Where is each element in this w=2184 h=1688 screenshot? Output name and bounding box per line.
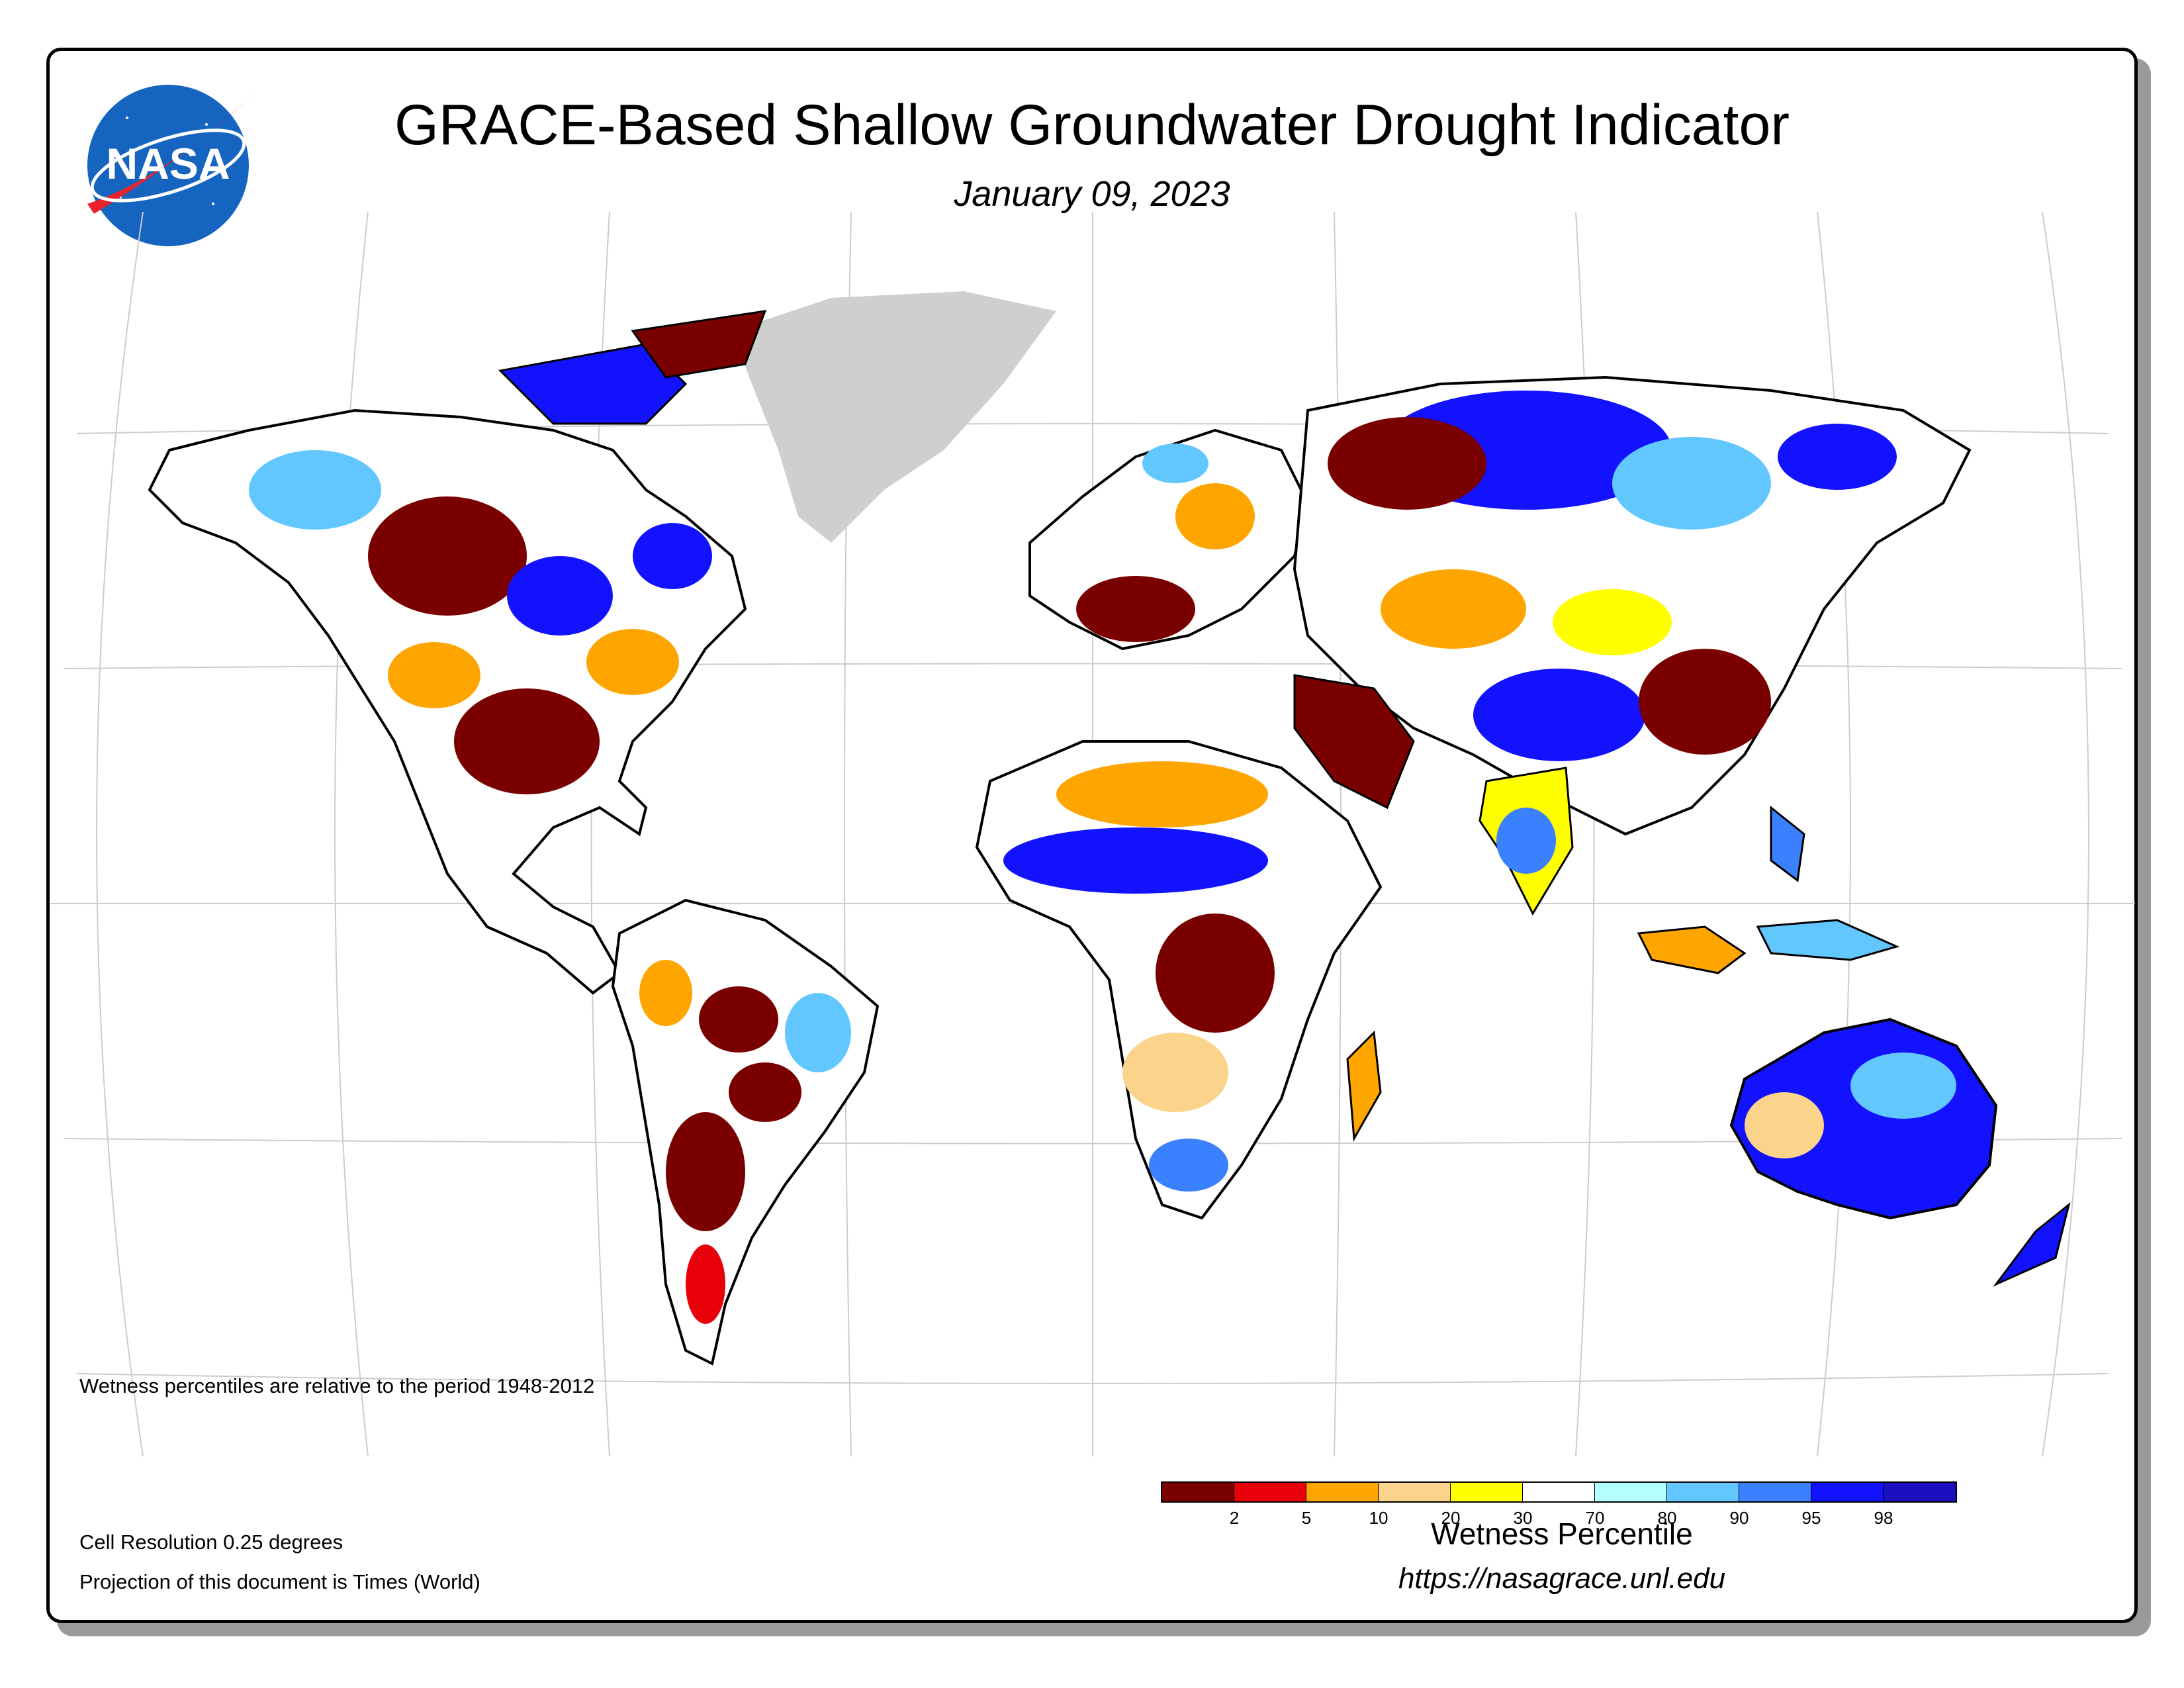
period-note: Wetness percentiles are relative to the … [79, 1374, 595, 1397]
legend-swatch [1595, 1483, 1667, 1501]
map-date: January 09, 2023 [954, 174, 1230, 214]
legend-tick-label: 95 [1801, 1508, 1821, 1528]
legend-tick-label: 2 [1229, 1508, 1240, 1528]
legend-swatch [1162, 1483, 1234, 1501]
source-url[interactable]: https://nasagrace.unl.edu [1398, 1562, 1726, 1595]
legend-tick-label: 30 [1513, 1508, 1533, 1528]
legend-tick-label: 80 [1657, 1508, 1677, 1528]
world-map [50, 212, 2135, 1456]
legend-swatch [1451, 1483, 1523, 1501]
legend-tick-label: 70 [1585, 1508, 1605, 1528]
legend-swatch [1811, 1483, 1884, 1501]
legend-swatch [1379, 1483, 1451, 1501]
legend-swatch [1523, 1483, 1595, 1501]
legend-tick-label: 10 [1369, 1508, 1388, 1528]
legend-tick-label: 20 [1441, 1508, 1461, 1528]
svg-text:NASA: NASA [106, 139, 230, 188]
legend-tick-label: 5 [1301, 1508, 1312, 1528]
resolution-note: Cell Resolution 0.25 degrees [79, 1530, 343, 1554]
legend-swatch [1306, 1483, 1379, 1501]
projection-note: Projection of this document is Times (Wo… [79, 1570, 480, 1593]
nasa-logo: NASA [87, 85, 256, 246]
page-title: GRACE-Based Shallow Groundwater Drought … [394, 93, 1790, 157]
legend-swatch [1739, 1483, 1811, 1501]
greenland [732, 291, 1056, 543]
legend-tick-label: 90 [1729, 1508, 1749, 1528]
legend-tick-label: 98 [1874, 1508, 1893, 1528]
legend-swatch [1884, 1483, 1956, 1501]
legend-swatch [1234, 1483, 1306, 1501]
legend-swatch [1667, 1483, 1739, 1501]
legend-colorbar [1161, 1481, 1957, 1503]
legend-title: Wetness Percentile [1431, 1517, 1693, 1551]
